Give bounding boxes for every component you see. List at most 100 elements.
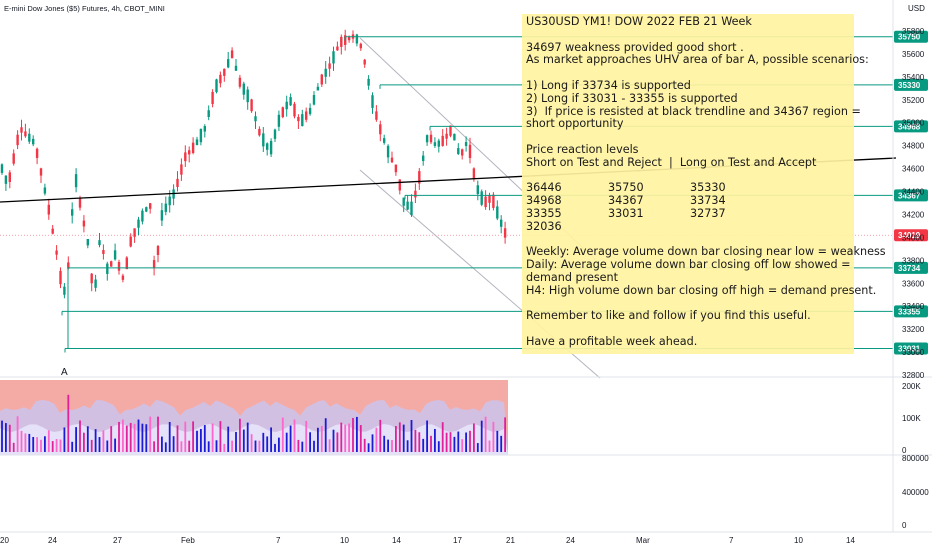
volume-bar — [383, 435, 386, 452]
candle-body — [312, 95, 316, 105]
candle-body — [156, 246, 160, 256]
volume-bar — [367, 443, 370, 452]
price-level-cell: 32737 — [690, 206, 726, 220]
volume-bar — [8, 424, 11, 452]
candle-body — [32, 138, 35, 145]
candle-body — [375, 111, 378, 120]
volume-bar — [484, 416, 487, 452]
volume-bar — [141, 423, 144, 452]
volume-bar — [164, 442, 167, 452]
volume-bar — [122, 419, 124, 452]
note-line: 1) Long if 33734 is supported — [526, 78, 691, 92]
candle-body — [269, 140, 273, 155]
volume-bar — [457, 431, 460, 452]
price-level-row: 34968 34367 33734 — [526, 194, 850, 208]
volume-bar — [55, 439, 58, 452]
price-tag-label: 33031 — [898, 345, 921, 354]
candle-body — [418, 171, 421, 184]
candle-body — [394, 164, 398, 173]
volume-bar — [200, 429, 202, 452]
volume-bar — [449, 432, 452, 452]
price-tick-label: 34600 — [902, 165, 925, 174]
price-tag-33355 — [894, 305, 928, 318]
note-footer-line: H4: High volume down bar closing off hig… — [526, 283, 877, 297]
candle-body — [215, 79, 218, 93]
price-level-cell — [608, 221, 690, 234]
candle-body — [367, 78, 370, 86]
candle-body — [359, 43, 362, 49]
volume-bar — [16, 416, 19, 452]
price-level-cell: 34968 — [526, 194, 562, 208]
candle-body — [285, 101, 288, 110]
candle-body — [488, 195, 491, 203]
volume-bar — [180, 441, 183, 452]
candle-body — [320, 74, 323, 85]
candle-body — [176, 178, 179, 187]
candle-body — [437, 140, 440, 147]
volume-tick-label: 0 — [902, 446, 907, 455]
volume-bar — [86, 426, 89, 452]
volume-bar — [426, 420, 428, 452]
volume-bar — [293, 419, 296, 452]
volume-bar — [145, 424, 148, 452]
volume-bar — [90, 439, 93, 452]
price-tick-label: 35600 — [902, 50, 925, 59]
candle-body — [464, 142, 468, 147]
symbol-header: E-mini Dow Jones ($5) Futures, 4h, CBOT_… — [4, 4, 165, 13]
volume-bar — [59, 439, 62, 452]
candle-body — [63, 286, 66, 295]
candle-body — [406, 201, 409, 210]
volume-bar — [313, 440, 315, 452]
candle-body — [425, 135, 429, 143]
candle-body — [289, 97, 292, 106]
candle-body — [250, 99, 253, 112]
volume-tick-label: 100K — [902, 414, 921, 423]
time-tick-label: 7 — [276, 536, 281, 545]
volume-bar — [235, 431, 237, 452]
volume-bar — [176, 425, 179, 452]
candle-body — [242, 83, 245, 95]
candle-body — [137, 219, 140, 228]
candle-body — [195, 139, 199, 146]
candle-body — [484, 196, 487, 208]
volume-bar — [441, 422, 444, 452]
volume-bar — [36, 437, 38, 452]
volume-bar — [129, 422, 132, 452]
candle-body — [457, 148, 460, 155]
volume-bar — [75, 427, 77, 452]
candle-body — [94, 279, 97, 288]
volume-bar — [110, 426, 113, 452]
price-tick-label: 34200 — [902, 210, 925, 219]
volume-bar — [430, 435, 432, 452]
candle-body — [16, 134, 19, 146]
volume-bar — [410, 420, 413, 452]
candle-body — [145, 207, 148, 212]
volume-bar — [71, 441, 74, 452]
candle-body — [347, 36, 351, 41]
candle-body — [59, 270, 62, 285]
candle-body — [129, 236, 132, 247]
candle-body — [281, 107, 284, 118]
volume-bar — [203, 425, 206, 452]
candles[interactable] — [0, 29, 507, 299]
candle-body — [355, 34, 359, 44]
volume-bar — [434, 428, 436, 452]
note-line: As market approaches UHV area of bar A, … — [526, 53, 869, 67]
candle-body — [160, 210, 164, 221]
candle-body — [28, 133, 31, 142]
price-tick-label: 34000 — [902, 233, 925, 242]
price-level-cell: 35750 — [608, 181, 644, 195]
analysis-note[interactable]: US30USD YM1! DOW 2022 FEB 21 Week 34697 … — [522, 14, 886, 354]
candle-body — [305, 111, 308, 120]
lower-pane-tick-label: 800000 — [902, 454, 929, 463]
candle-body — [149, 203, 152, 209]
candle-body — [133, 228, 136, 237]
candle-body — [168, 196, 171, 206]
volume-bar — [250, 434, 253, 452]
volume-tick-label: 200K — [902, 382, 921, 391]
candle-body — [180, 164, 183, 175]
candle-body — [121, 275, 125, 280]
